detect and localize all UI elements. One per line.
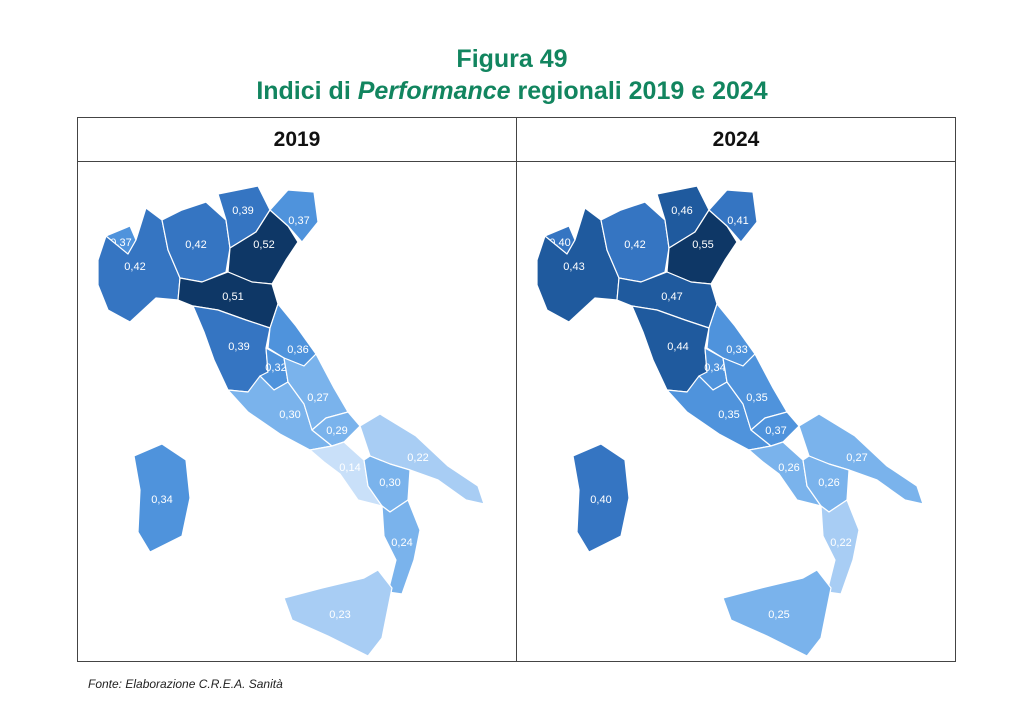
region-label-toscana: 0,44 xyxy=(667,341,688,353)
region-label-veneto: 0,52 xyxy=(253,239,274,251)
region-label-campania: 0,14 xyxy=(339,462,360,474)
region-shape-calabria xyxy=(820,499,860,595)
region-piemonte: 0,42 xyxy=(97,207,181,323)
region-shape-calabria xyxy=(381,499,421,595)
region-sardegna: 0,40 xyxy=(572,443,630,553)
region-shape-sardegna xyxy=(572,443,630,553)
region-abruzzo: 0,27 xyxy=(283,353,349,431)
region-label-marche: 0,36 xyxy=(287,344,308,356)
figure-title: Indici di Performance regionali 2019 e 2… xyxy=(0,76,1024,106)
map-2024: 0,40 0,43 0,42 0,46 0,55 0,41 0,47 0,44 0,33 0,34… xyxy=(517,160,955,660)
region-label-campania: 0,26 xyxy=(778,462,799,474)
region-toscana: 0,39 xyxy=(192,305,271,393)
region-label-umbria: 0,34 xyxy=(704,362,725,374)
italy-map-svg: 0,370,420,420,390,520,370,510,39 0,360,32… xyxy=(97,185,485,657)
figure-number: Figura 49 xyxy=(456,45,568,73)
region-molise: 0,29 xyxy=(311,411,361,447)
region-shape-sicilia xyxy=(283,569,393,657)
panel-year-2019: 2019 xyxy=(273,128,321,151)
region-shape-sicilia xyxy=(722,569,832,657)
region-lombardia: 0,42 xyxy=(161,201,231,283)
region-shape-lombardia xyxy=(600,201,670,283)
italy-map-svg: 0,40 0,43 0,42 0,46 0,55 0,41 0,47 0,44 0,330,34… xyxy=(536,185,924,657)
region-shape-friuli xyxy=(269,189,319,243)
title-prefix: Indici di xyxy=(256,77,358,105)
region-lombardia: 0,42 xyxy=(600,201,670,283)
region-label-abruzzo: 0,35 xyxy=(746,392,767,404)
region-label-trentino: 0,46 xyxy=(671,205,692,217)
region-label-lombardia: 0,42 xyxy=(185,239,206,251)
region-label-piemonte: 0,43 xyxy=(563,261,584,273)
region-label-marche: 0,33 xyxy=(726,344,747,356)
region-trentino: 0,39 xyxy=(217,185,271,249)
source-note: Fonte: Elaborazione C.R.E.A. Sanità xyxy=(88,677,283,691)
region-label-calabria: 0,24 xyxy=(391,537,412,549)
region-label-lombardia: 0,42 xyxy=(624,239,645,251)
region-sicilia: 0,23 xyxy=(283,569,393,657)
region-friuli: 0,37 xyxy=(269,189,319,243)
region-shape-sardegna xyxy=(133,443,191,553)
region-label-sicilia: 0,25 xyxy=(768,609,789,621)
region-label-molise: 0,29 xyxy=(326,425,347,437)
region-label-piemonte: 0,42 xyxy=(124,261,145,273)
title-italic: Performance xyxy=(357,77,511,105)
maps-frame: 2019 2024 xyxy=(77,117,956,662)
region-basilicata: 0,30 xyxy=(363,455,411,513)
map-2019: 0,37 0,42 0,42 0,39 0,52 0,37 0,51 0,39 0,36 0,32… xyxy=(78,160,516,660)
region-label-calabria: 0,22 xyxy=(830,537,851,549)
region-label-puglia: 0,22 xyxy=(407,452,428,464)
region-label-umbria: 0,32 xyxy=(265,362,286,374)
region-shape-lombardia xyxy=(161,201,231,283)
region-label-sicilia: 0,23 xyxy=(329,609,350,621)
region-label-abruzzo: 0,27 xyxy=(307,392,328,404)
title-suffix: regionali 2019 e 2024 xyxy=(510,77,768,105)
region-umbria: 0,32 xyxy=(259,347,289,391)
region-label-toscana: 0,39 xyxy=(228,341,249,353)
region-label-sardegna: 0,40 xyxy=(590,494,611,506)
region-label-molise: 0,37 xyxy=(765,425,786,437)
panel-divider-horizontal xyxy=(78,161,955,162)
panel-year-2024: 2024 xyxy=(712,128,760,151)
region-label-friuli: 0,41 xyxy=(727,215,748,227)
region-label-emilia: 0,51 xyxy=(222,291,243,303)
region-label-emilia: 0,47 xyxy=(661,291,682,303)
region-sicilia: 0,25 xyxy=(722,569,832,657)
region-shape-friuli xyxy=(708,189,758,243)
region-label-lazio: 0,35 xyxy=(718,409,739,421)
region-calabria: 0,24 xyxy=(381,499,421,595)
region-label-basilicata: 0,26 xyxy=(818,477,839,489)
region-label-puglia: 0,27 xyxy=(846,452,867,464)
region-toscana: 0,44 xyxy=(631,305,710,393)
region-label-trentino: 0,39 xyxy=(232,205,253,217)
region-friuli: 0,41 xyxy=(708,189,758,243)
region-label-basilicata: 0,30 xyxy=(379,477,400,489)
region-label-lazio: 0,30 xyxy=(279,409,300,421)
region-label-sardegna: 0,34 xyxy=(151,494,172,506)
region-label-veneto: 0,55 xyxy=(692,239,713,251)
panel-divider-vertical xyxy=(516,118,517,661)
region-label-friuli: 0,37 xyxy=(288,215,309,227)
region-piemonte: 0,43 xyxy=(536,207,620,323)
region-shape-abruzzo xyxy=(722,353,788,431)
region-calabria: 0,22 xyxy=(820,499,860,595)
region-sardegna: 0,34 xyxy=(133,443,191,553)
region-shape-abruzzo xyxy=(283,353,349,431)
region-abruzzo: 0,35 xyxy=(722,353,788,431)
